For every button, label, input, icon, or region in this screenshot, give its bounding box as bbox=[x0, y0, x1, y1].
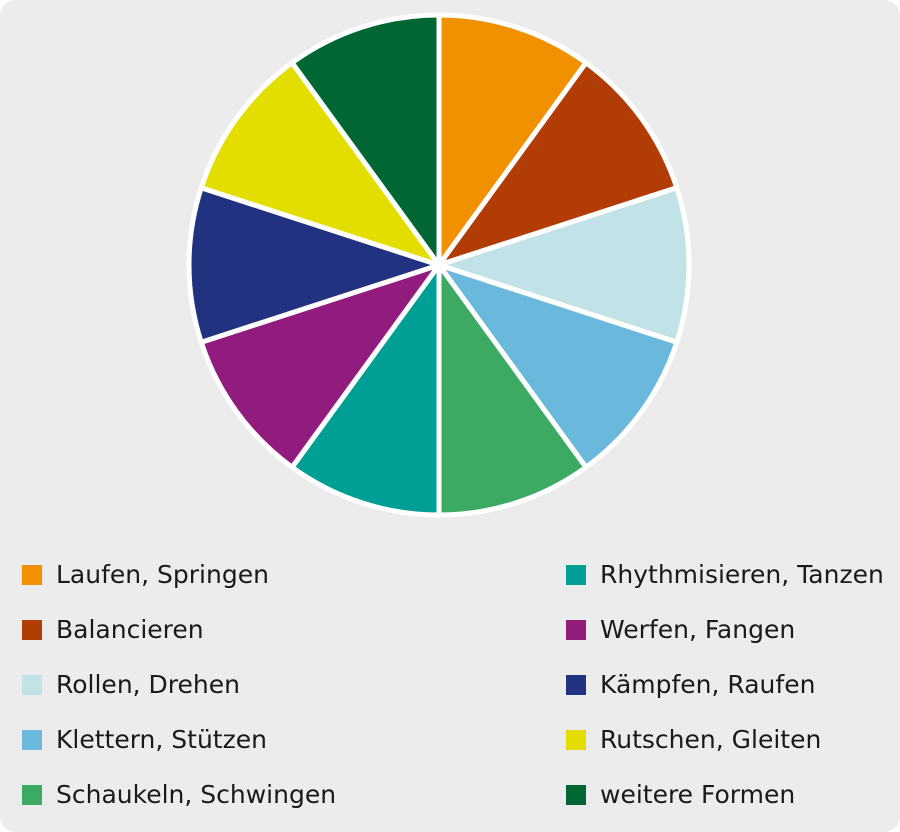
legend-item: Klettern, Stützen bbox=[22, 725, 267, 754]
legend-label: Werfen, Fangen bbox=[600, 615, 796, 644]
legend-item: Rollen, Drehen bbox=[22, 670, 240, 699]
legend-item: Werfen, Fangen bbox=[566, 615, 795, 644]
legend-swatch bbox=[566, 674, 586, 695]
legend-item: Kämpfen, Raufen bbox=[566, 670, 815, 699]
legend-swatch bbox=[22, 729, 42, 750]
legend-swatch bbox=[566, 784, 586, 805]
legend-label: Schaukeln, Schwingen bbox=[56, 780, 337, 809]
legend-label: weitere Formen bbox=[600, 780, 796, 809]
legend-label: Rhythmisieren, Tanzen bbox=[600, 560, 884, 589]
legend-label: Balancieren bbox=[56, 615, 204, 644]
legend-swatch bbox=[22, 784, 42, 805]
pie-rim bbox=[187, 13, 691, 517]
legend-swatch bbox=[566, 729, 586, 750]
legend-item: Schaukeln, Schwingen bbox=[22, 780, 336, 809]
legend-label: Kämpfen, Raufen bbox=[600, 670, 816, 699]
legend-swatch bbox=[22, 619, 42, 640]
legend-label: Rollen, Drehen bbox=[56, 670, 240, 699]
legend-item: Balancieren bbox=[22, 615, 204, 644]
legend-label: Rutschen, Gleiten bbox=[600, 725, 822, 754]
legend-item: weitere Formen bbox=[566, 780, 795, 809]
legend-swatch bbox=[22, 674, 42, 695]
pie-chart bbox=[186, 12, 692, 518]
legend-item: Rhythmisieren, Tanzen bbox=[566, 560, 884, 589]
legend-swatch bbox=[566, 619, 586, 640]
legend-item: Laufen, Springen bbox=[22, 560, 269, 589]
legend-label: Laufen, Springen bbox=[56, 560, 269, 589]
legend-item: Rutschen, Gleiten bbox=[566, 725, 821, 754]
legend-label: Klettern, Stützen bbox=[56, 725, 267, 754]
legend-swatch bbox=[22, 564, 42, 585]
legend-swatch bbox=[566, 564, 586, 585]
